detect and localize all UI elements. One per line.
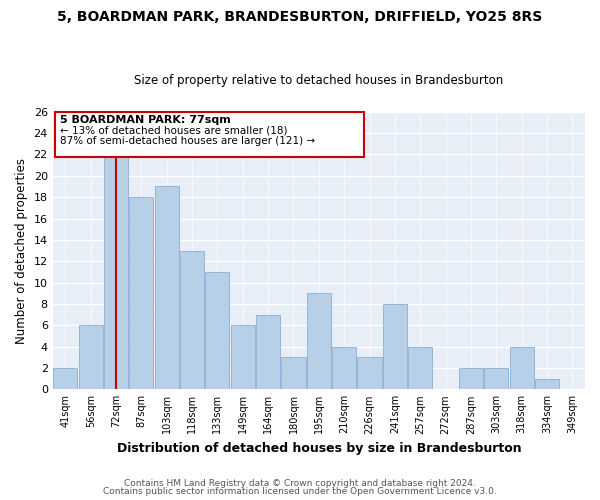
Bar — [155, 186, 179, 390]
Text: 5 BOARDMAN PARK: 77sqm: 5 BOARDMAN PARK: 77sqm — [60, 115, 231, 125]
Y-axis label: Number of detached properties: Number of detached properties — [15, 158, 28, 344]
Bar — [509, 346, 533, 390]
Text: ← 13% of detached houses are smaller (18): ← 13% of detached houses are smaller (18… — [60, 126, 288, 136]
Bar — [332, 346, 356, 390]
Text: 87% of semi-detached houses are larger (121) →: 87% of semi-detached houses are larger (… — [60, 136, 316, 146]
Bar — [358, 358, 382, 390]
Bar — [256, 314, 280, 390]
Bar — [383, 304, 407, 390]
Bar — [180, 250, 204, 390]
Bar — [408, 346, 432, 390]
Bar — [79, 326, 103, 390]
FancyBboxPatch shape — [55, 112, 364, 156]
Text: 5, BOARDMAN PARK, BRANDESBURTON, DRIFFIELD, YO25 8RS: 5, BOARDMAN PARK, BRANDESBURTON, DRIFFIE… — [58, 10, 542, 24]
Bar — [281, 358, 305, 390]
Bar — [130, 197, 154, 390]
Title: Size of property relative to detached houses in Brandesburton: Size of property relative to detached ho… — [134, 74, 503, 87]
Bar — [459, 368, 483, 390]
Bar — [104, 154, 128, 390]
Bar — [53, 368, 77, 390]
Bar — [535, 378, 559, 390]
X-axis label: Distribution of detached houses by size in Brandesburton: Distribution of detached houses by size … — [116, 442, 521, 455]
Text: Contains public sector information licensed under the Open Government Licence v3: Contains public sector information licen… — [103, 487, 497, 496]
Bar — [307, 293, 331, 390]
Bar — [484, 368, 508, 390]
Bar — [231, 326, 255, 390]
Bar — [205, 272, 229, 390]
Text: Contains HM Land Registry data © Crown copyright and database right 2024.: Contains HM Land Registry data © Crown c… — [124, 478, 476, 488]
